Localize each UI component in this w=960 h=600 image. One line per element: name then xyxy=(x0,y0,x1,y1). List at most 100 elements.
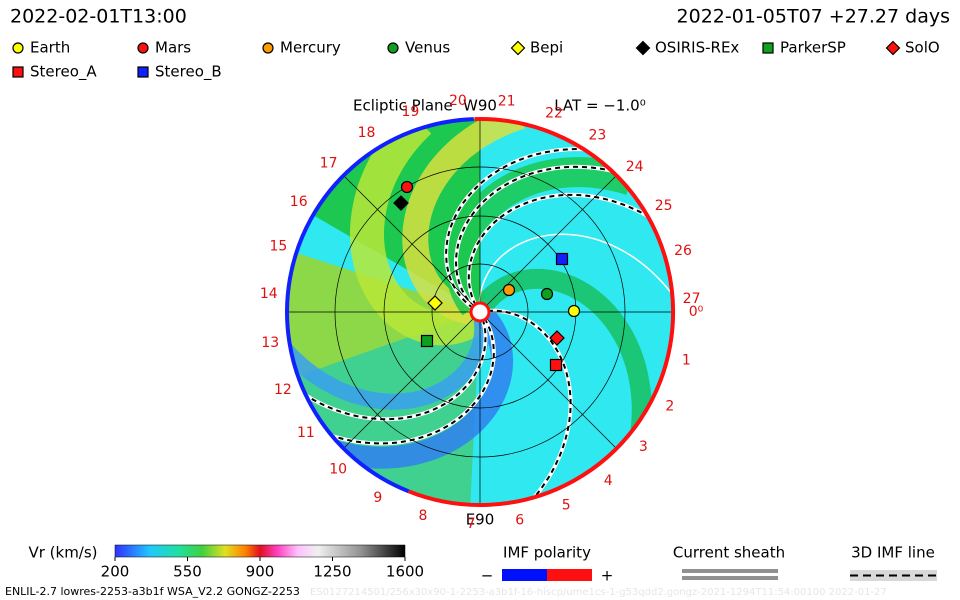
day-label: 11 xyxy=(297,425,315,441)
legend-label: SolO xyxy=(905,39,940,57)
stream-band xyxy=(350,119,485,346)
day-label: 12 xyxy=(274,382,292,398)
marker xyxy=(137,42,149,54)
day-label: 5 xyxy=(562,498,571,514)
legend-label: Earth xyxy=(30,39,70,57)
day-label: 4 xyxy=(604,473,613,489)
marker xyxy=(420,334,434,348)
colorbar-tick-label: 900 xyxy=(246,563,275,581)
marker xyxy=(762,42,774,54)
colorbar-tick-label: 1600 xyxy=(386,563,424,581)
imf-plus: + xyxy=(601,567,614,585)
marker xyxy=(400,180,414,194)
stream-band xyxy=(334,310,514,469)
legend-label: ParkerSP xyxy=(780,39,846,57)
lat-label: LAT = −1.0⁰ xyxy=(554,97,646,115)
colorbar xyxy=(114,544,406,558)
grid-spoke xyxy=(343,311,481,449)
marker xyxy=(12,42,24,54)
imf-line-title: 3D IMF line xyxy=(851,544,935,562)
marker xyxy=(427,295,443,311)
colorbar-tick-label: 1250 xyxy=(313,563,351,581)
field-line xyxy=(294,319,487,421)
imf-minus: − xyxy=(481,567,494,585)
day-label: 18 xyxy=(358,125,376,141)
legend-label: Stereo_B xyxy=(155,63,222,82)
marker xyxy=(635,40,651,56)
stream-band xyxy=(287,318,491,410)
legend-label: OSIRIS-REx xyxy=(655,39,739,57)
field-line xyxy=(454,165,626,308)
field-line xyxy=(445,147,598,309)
day-label: 8 xyxy=(418,508,427,524)
sheath-title: Current sheath xyxy=(673,544,785,562)
day-label: 22 xyxy=(545,105,563,121)
boundary xyxy=(407,117,676,507)
marker xyxy=(885,40,901,56)
grid-spoke xyxy=(343,175,481,313)
marker xyxy=(12,66,24,78)
marker xyxy=(549,358,563,372)
marker xyxy=(387,42,399,54)
imf-negative xyxy=(502,569,547,581)
day-label: 25 xyxy=(655,198,673,214)
marker xyxy=(137,66,149,78)
marker xyxy=(262,42,274,54)
day-label: 15 xyxy=(269,238,287,254)
colorbar-tick-label: 200 xyxy=(101,563,130,581)
bottom-label: E90 xyxy=(466,511,495,529)
day-label: 27 xyxy=(683,291,701,307)
legend-label: Mars xyxy=(155,39,191,57)
footer-left: ENLIL-2.7 lowres-2253-a3b1f WSA_V2.2 GON… xyxy=(5,585,300,598)
footer-right: ES0127214501/256x30x90-1-2253-a3b1f-16-h… xyxy=(310,587,887,598)
marker xyxy=(567,304,581,318)
legend-label: Bepi xyxy=(530,39,563,57)
sheath-line xyxy=(478,233,673,306)
stream-band xyxy=(402,119,525,325)
field-line xyxy=(487,309,572,505)
top-label: W90 xyxy=(463,97,497,115)
day-label: 23 xyxy=(588,127,606,143)
day-label: 21 xyxy=(498,94,516,110)
sun xyxy=(469,301,491,323)
day-label: 2 xyxy=(665,398,674,414)
plot-title: Ecliptic Plane xyxy=(353,97,453,115)
day-label: 17 xyxy=(320,156,338,172)
day-label: 0⁰ xyxy=(689,304,704,320)
imf-positive xyxy=(547,569,592,581)
day-label: 13 xyxy=(261,335,279,351)
marker xyxy=(549,330,565,346)
day-label: 7 xyxy=(467,516,476,532)
day-label: 1 xyxy=(682,352,691,368)
day-label: 20 xyxy=(449,93,467,109)
legend-label: Venus xyxy=(405,39,450,57)
field-line xyxy=(319,318,495,445)
legend-label: Stereo_A xyxy=(30,63,97,82)
marker xyxy=(510,40,526,56)
boundary xyxy=(285,117,474,494)
day-label: 16 xyxy=(290,194,308,210)
field-line xyxy=(467,193,660,306)
stream-band xyxy=(445,157,636,316)
grid-spoke xyxy=(479,175,617,313)
marker xyxy=(393,195,409,211)
day-label: 14 xyxy=(260,286,278,302)
grid-spoke xyxy=(479,311,617,449)
colorbar-label: Vr (km/s) xyxy=(28,544,97,562)
day-label: 6 xyxy=(515,512,524,528)
marker xyxy=(555,252,569,266)
imf-title: IMF polarity xyxy=(503,544,591,562)
day-label: 26 xyxy=(674,243,692,259)
marker xyxy=(502,283,516,297)
day-label: 3 xyxy=(639,439,648,455)
legend-label: Mercury xyxy=(280,39,341,57)
day-label: 19 xyxy=(401,104,419,120)
marker xyxy=(540,287,554,301)
time-stamp: 2022-02-01T13:00 xyxy=(10,6,187,28)
run-info: 2022-01-05T07 +27.27 days xyxy=(677,6,950,28)
day-label: 24 xyxy=(626,159,644,175)
day-label: 10 xyxy=(329,462,347,478)
colorbar-tick-label: 550 xyxy=(173,563,202,581)
day-label: 9 xyxy=(373,490,382,506)
